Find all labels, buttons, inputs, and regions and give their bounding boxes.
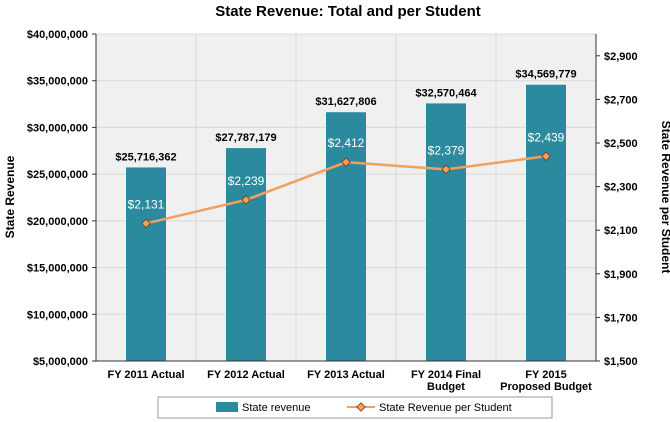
x-tick-label: FY 2011 Actual [107, 369, 184, 381]
y-tick-label: $35,000,000 [27, 76, 88, 88]
data-labels: $25,716,362 $27,787,179 $31,627,806 $32,570… [115, 69, 576, 212]
line-point [141, 218, 151, 229]
y2-tick-label: $2,500 [604, 138, 638, 150]
y2-tick-label: $1,900 [604, 269, 638, 281]
x-tick-label: Proposed Budget [500, 381, 592, 393]
line-value-label: $2,239 [228, 174, 265, 188]
y-tick-label: $40,000,000 [27, 29, 88, 41]
bars [126, 84, 566, 362]
bar-value-label: $32,570,464 [415, 87, 477, 99]
line-value-label: $2,412 [328, 136, 365, 150]
bar-value-label: $25,716,362 [115, 151, 176, 163]
bar [126, 167, 166, 361]
bar [326, 112, 366, 361]
legend-line-label: State Revenue per Student [379, 402, 512, 414]
y-tick-label: $30,000,000 [27, 122, 88, 134]
y2-axis-label: State Revenue per Student [659, 121, 670, 274]
line-point [341, 157, 351, 167]
y2-tick-label: $2,700 [604, 94, 638, 106]
y2-tick-label: $2,900 [604, 51, 638, 63]
line-value-label: $2,131 [128, 197, 165, 211]
axes: $5,000,000 $10,000,000 $15,000,000 $20,000,… [27, 29, 638, 393]
legend: State revenue State Revenue per Student [157, 396, 553, 419]
y-tick-label: $25,000,000 [27, 169, 88, 181]
y2-tick-label: $1,500 [604, 356, 638, 368]
y2-tick-label: $2,100 [604, 225, 638, 237]
chart-title: State Revenue: Total and per Student [215, 3, 481, 20]
bar-value-label: $34,569,779 [515, 69, 576, 81]
line-point [541, 151, 551, 162]
x-tick-label: FY 2012 Actual [207, 369, 285, 381]
legend-bar-swatch [216, 402, 238, 412]
per-student-line [141, 151, 551, 229]
line-point [441, 164, 451, 175]
bar [526, 84, 566, 362]
y2-tick-label: $2,300 [604, 182, 638, 194]
line-value-label: $2,379 [428, 143, 465, 157]
y-tick-label: $5,000,000 [33, 356, 88, 368]
legend-bar-label: State revenue [242, 402, 311, 414]
bar [226, 148, 266, 361]
y-tick-label: $15,000,000 [27, 263, 88, 275]
bar-value-label: $31,627,806 [315, 96, 376, 108]
x-tick-label: Budget [427, 381, 465, 393]
x-tick-label: FY 2015 [525, 369, 566, 381]
line-value-label: $2,439 [528, 130, 565, 144]
y-tick-label: $20,000,000 [27, 216, 88, 228]
bar-value-label: $27,787,179 [215, 132, 276, 144]
x-tick-label: FY 2014 Final [411, 369, 481, 381]
y2-tick-label: $1,700 [604, 312, 638, 324]
x-tick-label: FY 2013 Actual [307, 369, 385, 381]
y-axis-label: State Revenue [3, 155, 17, 238]
legend-line-marker [356, 402, 366, 412]
line-point [241, 195, 251, 205]
bar [426, 103, 466, 362]
y-tick-label: $10,000,000 [27, 309, 88, 321]
